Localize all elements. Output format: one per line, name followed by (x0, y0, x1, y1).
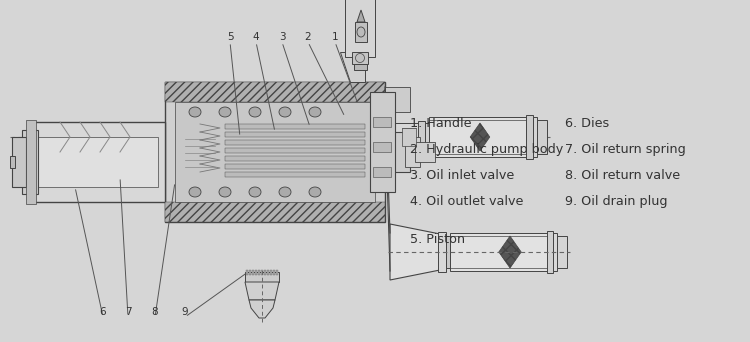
Bar (385, 132, 410, 172)
Text: 3. Oil inlet valve: 3. Oil inlet valve (410, 169, 515, 182)
Text: 6. Dies: 6. Dies (565, 117, 609, 130)
Text: 9: 9 (182, 307, 188, 317)
Ellipse shape (309, 107, 321, 117)
Bar (385, 87, 410, 112)
Text: 8: 8 (152, 307, 158, 317)
Text: 5: 5 (226, 32, 233, 42)
Bar (165, 202, 385, 222)
Bar (258, 270, 260, 275)
Polygon shape (245, 282, 279, 300)
Bar (429, 117, 529, 157)
Bar (22, 130, 38, 194)
Bar (390, 123, 420, 151)
Bar (345, 0, 375, 57)
Text: 4: 4 (253, 32, 260, 42)
Bar (373, 142, 391, 152)
Text: 1. Handle: 1. Handle (410, 117, 472, 130)
Ellipse shape (309, 187, 321, 197)
Bar (557, 236, 567, 268)
Ellipse shape (249, 187, 261, 197)
Polygon shape (390, 224, 440, 280)
Bar (225, 172, 365, 177)
Polygon shape (354, 64, 367, 70)
Bar (553, 233, 557, 271)
Bar (246, 270, 248, 275)
Text: 9. Oil drain plug: 9. Oil drain plug (565, 195, 668, 208)
Bar (533, 117, 537, 157)
Ellipse shape (219, 107, 231, 117)
Bar (418, 121, 425, 153)
Text: 5. Piston: 5. Piston (410, 233, 465, 246)
Bar (225, 148, 365, 153)
Bar (255, 270, 257, 275)
Ellipse shape (249, 107, 261, 117)
Bar (10, 156, 15, 168)
Text: 7. Oil return spring: 7. Oil return spring (565, 143, 686, 156)
Bar (245, 272, 279, 282)
Bar (537, 120, 547, 154)
Text: 3: 3 (279, 32, 285, 42)
Bar (352, 52, 368, 64)
Bar (30, 122, 165, 202)
Bar (225, 164, 365, 169)
Bar (355, 22, 367, 42)
Bar (225, 124, 365, 129)
Bar (38, 137, 158, 187)
Ellipse shape (219, 187, 231, 197)
Bar (450, 233, 550, 271)
Bar (425, 123, 429, 151)
Bar (276, 270, 278, 275)
Ellipse shape (356, 53, 364, 63)
Bar (526, 115, 533, 159)
Bar (165, 82, 385, 102)
Bar (261, 270, 263, 275)
Polygon shape (470, 123, 490, 151)
Text: 1: 1 (332, 32, 338, 42)
Bar (373, 167, 391, 177)
Bar (415, 142, 435, 162)
Bar (252, 270, 254, 275)
Text: 7: 7 (124, 307, 131, 317)
Bar (405, 137, 420, 167)
Text: 6: 6 (100, 307, 106, 317)
Bar (249, 270, 251, 275)
Bar (438, 232, 446, 272)
Bar (370, 92, 395, 192)
Bar (175, 102, 375, 202)
Bar (446, 236, 450, 268)
Polygon shape (249, 300, 275, 318)
Text: 4. Oil outlet valve: 4. Oil outlet valve (410, 195, 524, 208)
Bar (402, 128, 416, 146)
Bar (273, 270, 275, 275)
Bar (26, 120, 36, 204)
Polygon shape (357, 10, 365, 22)
Bar (264, 270, 266, 275)
Bar (12, 137, 26, 187)
Polygon shape (499, 236, 521, 268)
Bar (373, 117, 391, 127)
Ellipse shape (357, 27, 365, 37)
Polygon shape (340, 52, 365, 82)
Ellipse shape (279, 107, 291, 117)
Bar (225, 156, 365, 161)
Text: 2: 2 (304, 32, 311, 42)
Text: 8. Oil return valve: 8. Oil return valve (565, 169, 680, 182)
Bar (267, 270, 269, 275)
Ellipse shape (279, 187, 291, 197)
Text: 2. Hydraulic pump body: 2. Hydraulic pump body (410, 143, 563, 156)
Bar (225, 140, 365, 145)
Bar (270, 270, 272, 275)
Bar (547, 231, 553, 273)
Bar (225, 132, 365, 137)
Ellipse shape (189, 107, 201, 117)
Bar (165, 82, 385, 222)
Ellipse shape (189, 187, 201, 197)
